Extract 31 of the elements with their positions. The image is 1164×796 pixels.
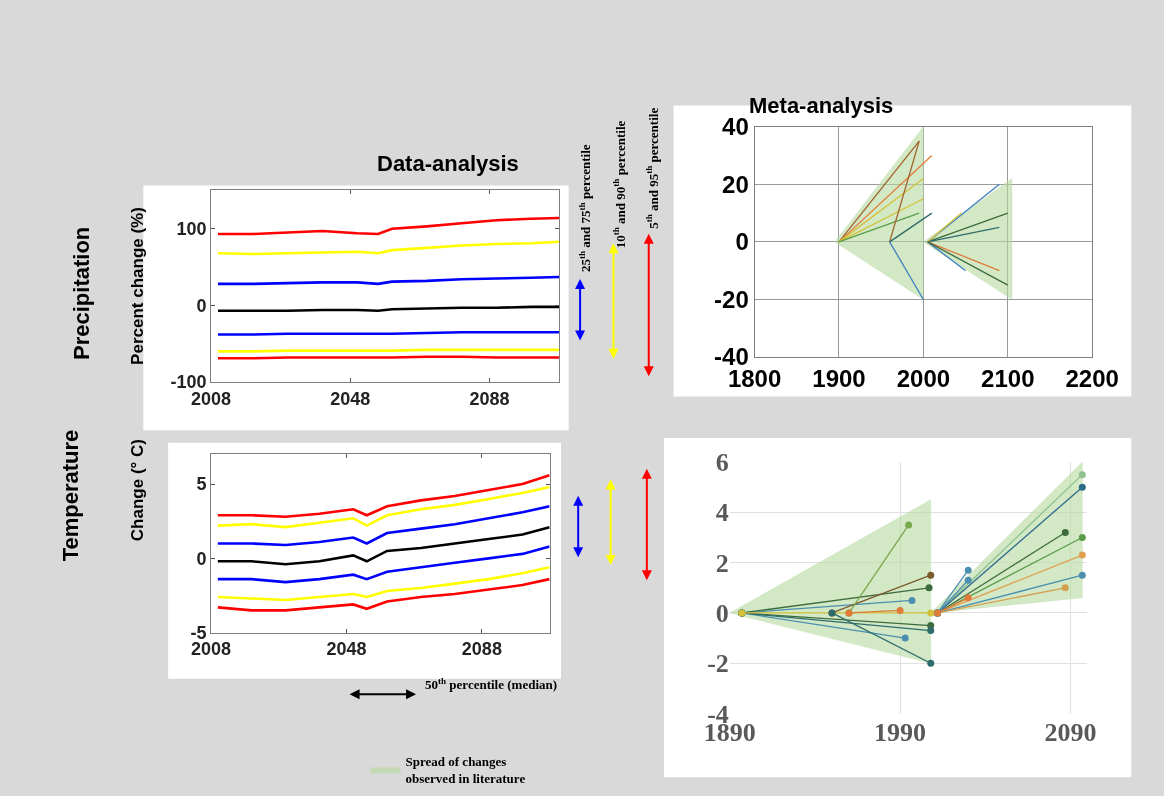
x-tick-label: 2000: [896, 364, 951, 392]
x-tick-label: 1900: [812, 364, 866, 392]
y-tick-label: 20: [722, 170, 749, 198]
text: Precipitation: [69, 226, 95, 360]
y-tick-label: 6: [715, 448, 729, 478]
y-tick-label: 5: [196, 474, 207, 495]
y-axis-title: Percent change (%): [128, 207, 148, 365]
y-axis-title: Change (° C): [128, 438, 148, 542]
y-tick-label: 0: [735, 228, 749, 256]
chart-title: Data-analysis: [377, 151, 519, 176]
y-tick-label: 0: [196, 548, 207, 569]
chart-title: Meta-analysis: [749, 93, 894, 118]
x-tick-label: 1990: [874, 717, 927, 747]
x-tick-label: 2088: [461, 639, 502, 660]
y-tick-label: 0: [715, 599, 729, 629]
text: Temperature: [57, 429, 83, 562]
y-tick-label: 4: [715, 498, 729, 528]
x-tick-label: 2200: [1065, 364, 1119, 392]
y-tick-label: 40: [722, 113, 749, 141]
y-tick-label: 2: [715, 548, 729, 578]
x-tick-label: 2048: [326, 639, 367, 660]
y-tick-label: -2: [707, 649, 729, 679]
x-tick-label: 2090: [1044, 717, 1097, 747]
x-tick-label: 2048: [330, 388, 371, 409]
x-tick-label: 2088: [469, 388, 510, 409]
y-tick-label: 0: [196, 295, 207, 316]
y-tick-label: -20: [714, 285, 749, 313]
text: 50$^{th}$ percentile (median): [425, 676, 558, 693]
x-tick-label: 2100: [981, 364, 1035, 392]
legend-label: Spread of changes observed in literature: [405, 754, 526, 787]
y-tick-label: 100: [176, 218, 207, 239]
